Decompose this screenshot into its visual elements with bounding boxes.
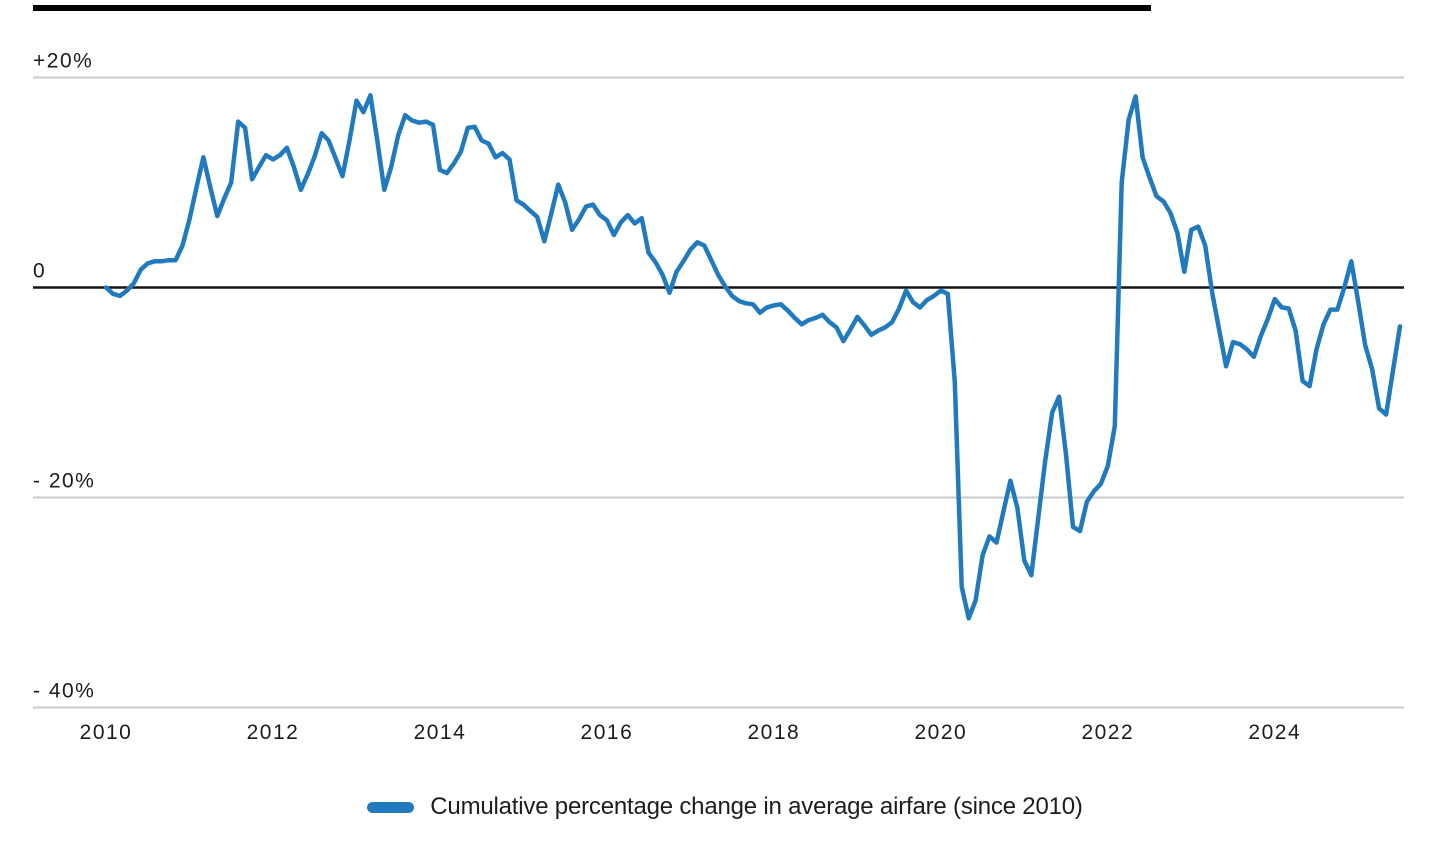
legend: Cumulative percentage change in average … [0,791,1450,823]
x-tick-label: 2024 [1248,721,1301,744]
x-tick-label: 2012 [247,721,300,744]
y-tick-label: - 40% [33,680,95,703]
top-rule [33,5,1151,11]
y-tick-label: - 20% [33,470,95,493]
x-tick-label: 2016 [581,721,634,744]
axis-labels-layer: +20% 0 - 20% - 40% 2010 2012 2014 2016 2018 2020 2… [33,50,1301,745]
legend-line-swatch [367,801,415,813]
gridlines-layer [33,76,1404,709]
y-tick-label: 0 [33,260,46,283]
y-tick-label: +20% [33,50,93,73]
x-tick-label: 2020 [914,721,967,744]
x-tick-label: 2010 [80,721,133,744]
legend-label: Cumulative percentage change in average … [430,793,1083,820]
airfare-series-line [103,93,1403,621]
x-tick-label: 2014 [414,721,467,744]
x-tick-label: 2022 [1081,721,1134,744]
x-tick-label: 2018 [748,721,801,744]
